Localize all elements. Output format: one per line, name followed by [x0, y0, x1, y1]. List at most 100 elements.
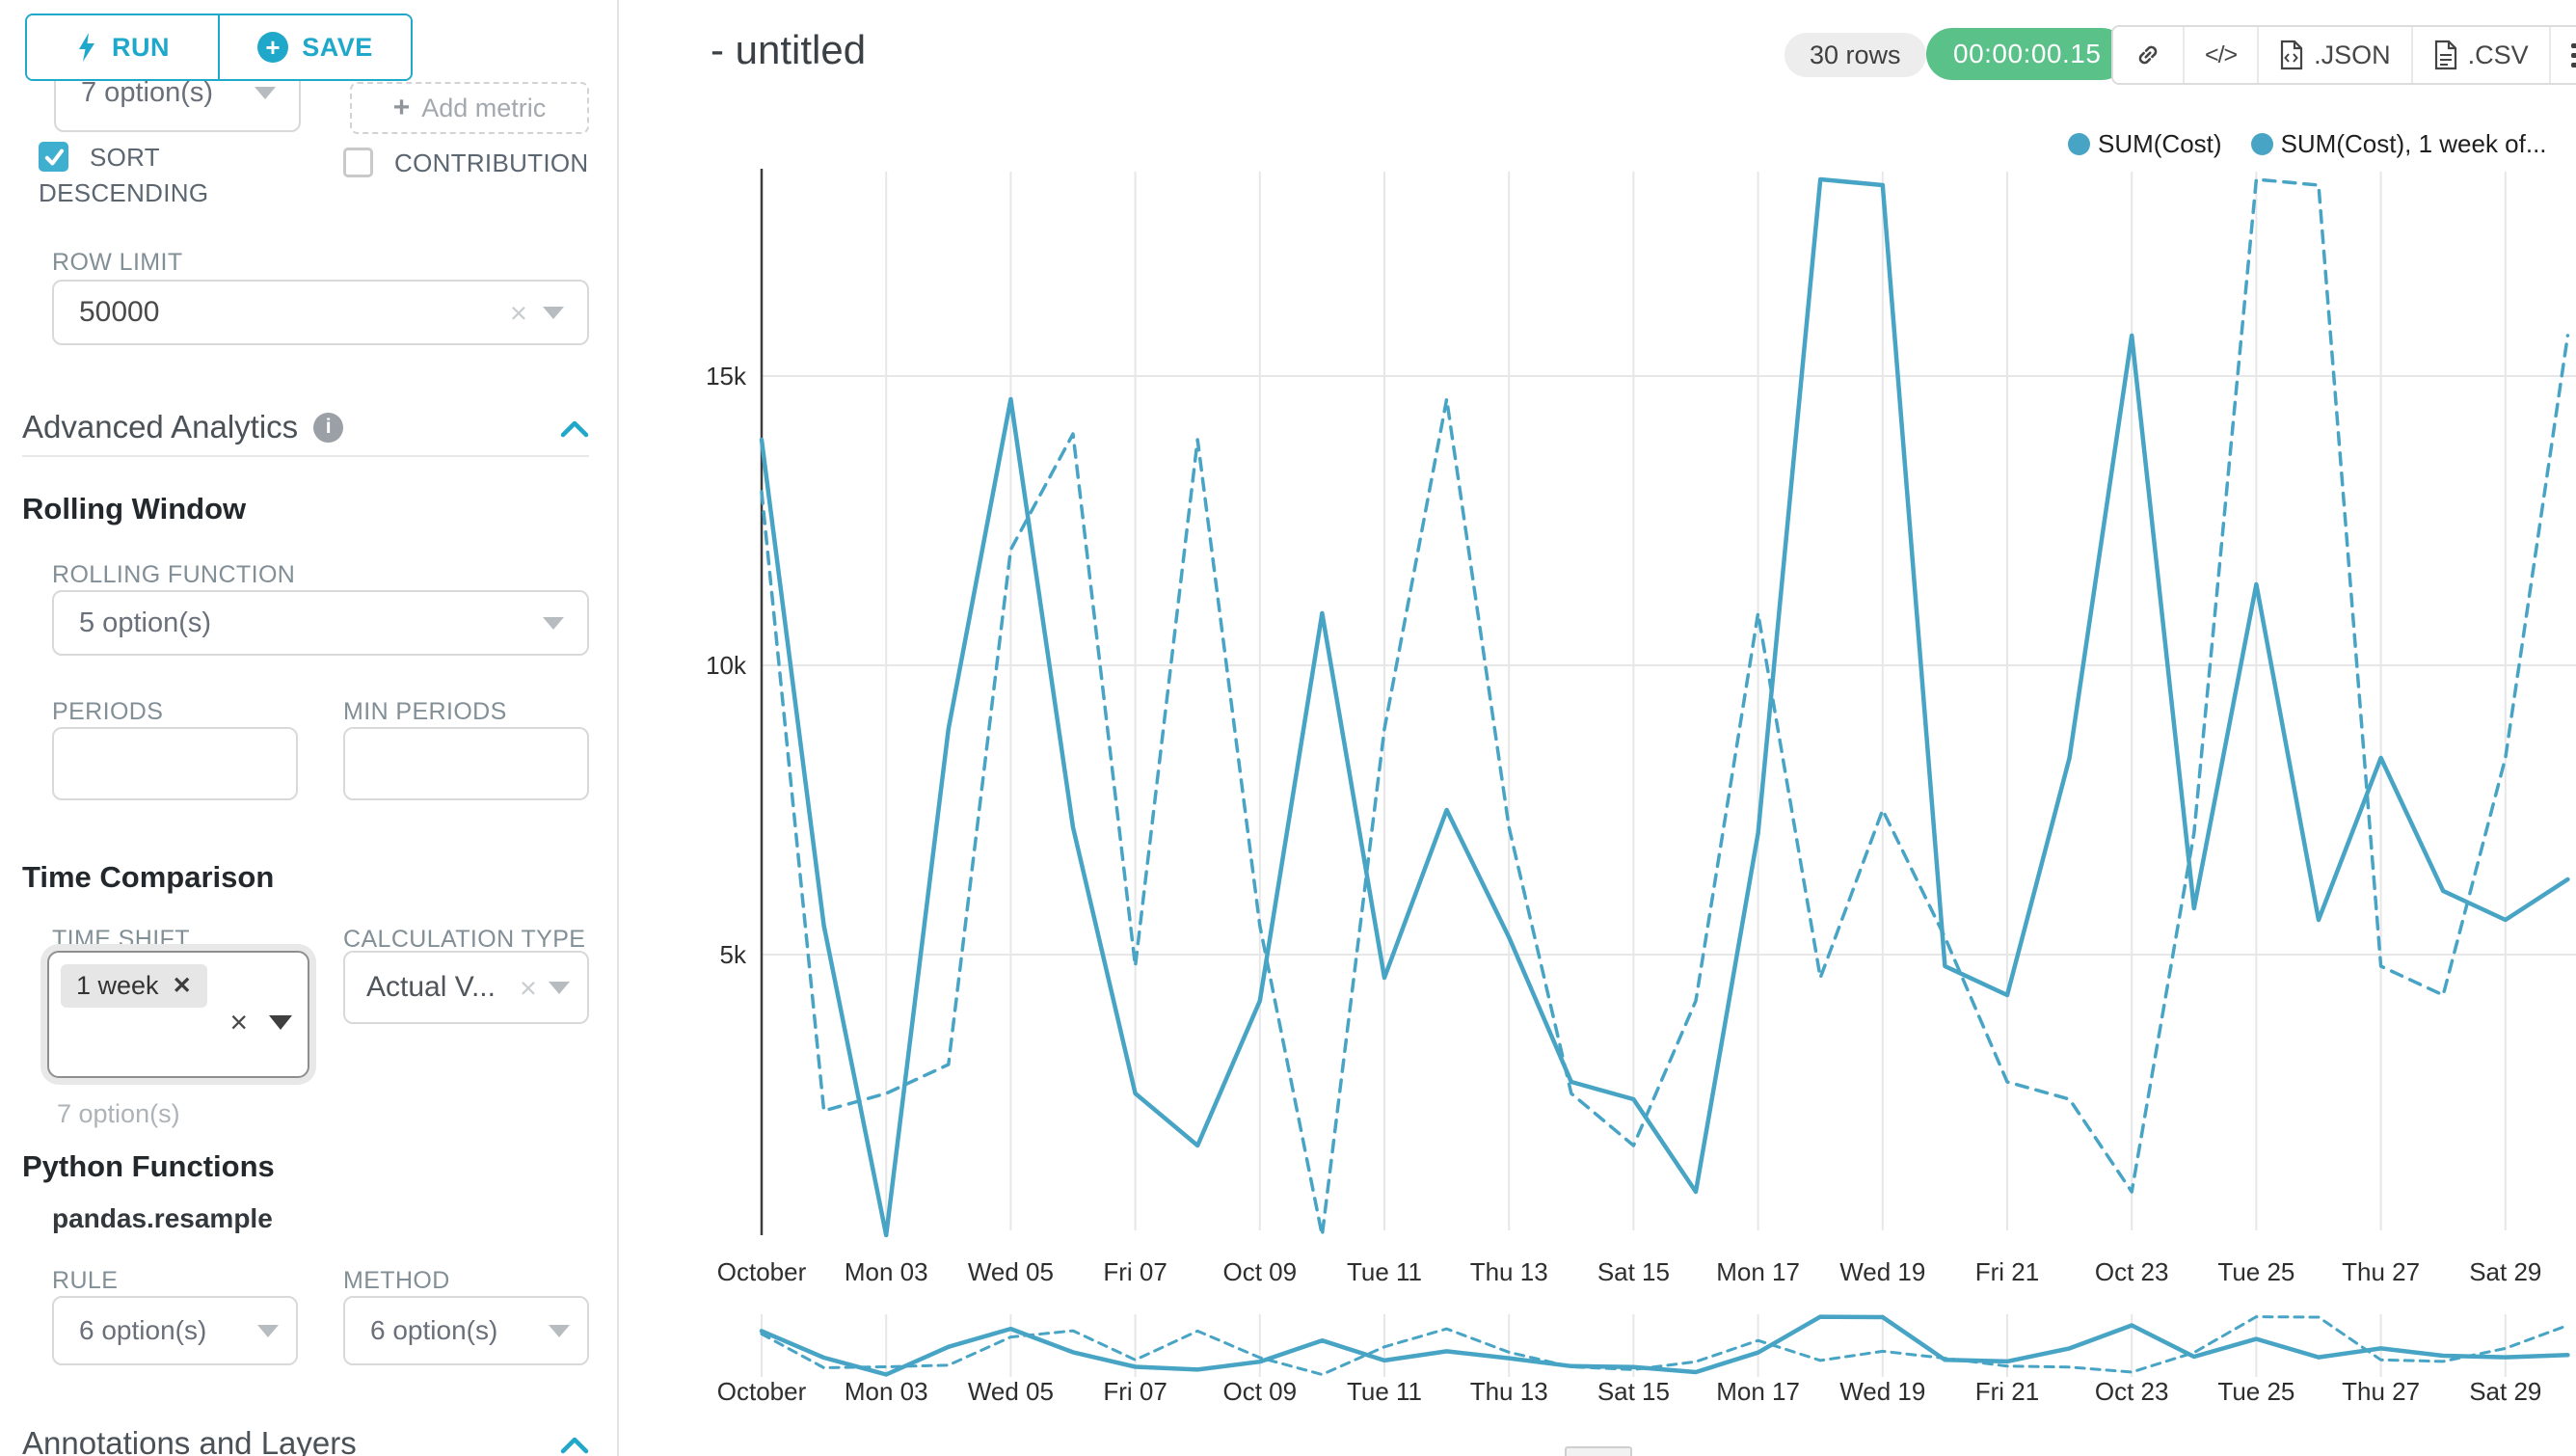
view-query-button[interactable]: </> [2183, 27, 2257, 83]
svg-text:Mon 17: Mon 17 [1716, 1257, 1800, 1286]
hamburger-menu-icon [2570, 42, 2576, 67]
min-periods-input[interactable] [343, 727, 589, 800]
export-json-label: .JSON [2314, 40, 2391, 69]
legend-dot [2250, 133, 2273, 155]
save-button-label: SAVE [302, 32, 373, 62]
svg-text:Oct 09: Oct 09 [1223, 1377, 1298, 1406]
series-select-value: 7 option(s) [81, 77, 214, 108]
svg-text:Thu 27: Thu 27 [2342, 1377, 2420, 1406]
svg-text:Thu 13: Thu 13 [1470, 1257, 1548, 1286]
chevron-down-icon [255, 87, 276, 99]
chevron-down-icon [549, 1324, 570, 1337]
calculation-type-value: Actual V... [366, 971, 496, 1003]
time-shift-helper: 7 option(s) [57, 1099, 180, 1128]
run-save-button-group: RUN + SAVE [25, 13, 413, 81]
svg-text:Fri 07: Fri 07 [1103, 1257, 1167, 1286]
rule-select[interactable]: 6 option(s) [52, 1296, 298, 1365]
chart-legend: SUM(Cost) SUM(Cost), 1 week of... [2068, 129, 2547, 159]
row-limit-select[interactable]: 50000 × [52, 280, 589, 345]
svg-text:Sat 15: Sat 15 [1597, 1257, 1670, 1286]
svg-text:Wed 19: Wed 19 [1839, 1257, 1925, 1286]
calculation-type-select[interactable]: Actual V... × [343, 951, 589, 1024]
svg-text:October: October [717, 1257, 807, 1286]
calculation-type-label: CALCULATION TYPE [343, 926, 586, 953]
check-icon [44, 148, 64, 165]
python-functions-title: Python Functions [22, 1149, 275, 1183]
time-shift-tag-label: 1 week [76, 971, 159, 1000]
method-select[interactable]: 6 option(s) [343, 1296, 589, 1365]
svg-text:10k: 10k [706, 651, 747, 680]
export-csv-button[interactable]: .CSV [2410, 27, 2549, 83]
contribution-label: CONTRIBUTION [394, 148, 589, 177]
svg-text:Mon 03: Mon 03 [845, 1377, 928, 1406]
section-divider [22, 455, 589, 457]
svg-text:Mon 17: Mon 17 [1716, 1377, 1800, 1406]
svg-text:5k: 5k [720, 940, 747, 969]
info-icon[interactable]: i [313, 412, 344, 443]
remove-tag-icon[interactable]: ✕ [172, 973, 192, 999]
copy-link-button[interactable] [2113, 27, 2183, 83]
svg-text:Tue 11: Tue 11 [1347, 1257, 1422, 1286]
add-metric-label: Add metric [421, 93, 547, 122]
periods-label: PERIODS [52, 698, 164, 725]
chevron-down-icon [543, 616, 564, 630]
time-shift-tag: 1 week ✕ [61, 964, 207, 1008]
annotations-title[interactable]: Annotations and Layers [22, 1425, 357, 1456]
collapse-chevron-up-icon[interactable] [559, 418, 590, 440]
rolling-window-title: Rolling Window [22, 492, 247, 526]
method-value: 6 option(s) [370, 1315, 498, 1345]
clear-icon[interactable]: × [509, 295, 527, 330]
svg-text:October: October [717, 1377, 807, 1406]
rule-value: 6 option(s) [79, 1315, 207, 1345]
svg-text:Mon 03: Mon 03 [845, 1257, 928, 1286]
time-comparison-title: Time Comparison [22, 860, 275, 894]
collapse-chevron-up-icon[interactable] [559, 1435, 590, 1456]
run-button[interactable]: RUN [27, 15, 220, 79]
svg-text:Oct 23: Oct 23 [2095, 1257, 2169, 1286]
more-options-button[interactable] [2548, 27, 2576, 83]
lightning-bolt-icon [79, 33, 94, 62]
svg-text:Thu 13: Thu 13 [1470, 1377, 1548, 1406]
sort-descending-label: SORT DESCENDING [39, 143, 209, 207]
query-timer-badge: 00:00:00.15 [1926, 28, 2129, 80]
python-function-name: pandas.resample [52, 1203, 273, 1233]
save-button[interactable]: + SAVE [220, 15, 411, 79]
export-csv-label: .CSV [2467, 40, 2529, 69]
control-panel-sidebar: RUN + SAVE 7 option(s) + Add metric SORT… [0, 0, 619, 1456]
contribution-checkbox[interactable] [343, 148, 373, 177]
plus-icon: + [392, 92, 411, 123]
svg-text:Wed 05: Wed 05 [968, 1257, 1054, 1286]
svg-text:Sat 29: Sat 29 [2469, 1257, 2541, 1286]
scrollbar-handle[interactable] [1565, 1446, 1632, 1456]
periods-input[interactable] [52, 727, 298, 800]
time-shift-multiselect[interactable]: 1 week ✕ × [47, 951, 309, 1078]
svg-text:Sat 29: Sat 29 [2469, 1377, 2541, 1406]
file-lines-icon [2434, 40, 2456, 70]
clear-icon[interactable]: × [519, 970, 537, 1005]
run-button-label: RUN [112, 32, 170, 62]
advanced-analytics-title: Advanced Analytics [22, 409, 299, 445]
legend-label: SUM(Cost) [2098, 129, 2222, 158]
legend-item-sum-cost-offset[interactable]: SUM(Cost), 1 week of... [2250, 129, 2547, 159]
svg-text:Wed 05: Wed 05 [968, 1377, 1054, 1406]
legend-dot [2068, 133, 2090, 155]
advanced-analytics-header[interactable]: Advanced Analytics i [22, 409, 344, 445]
row-limit-label: ROW LIMIT [52, 249, 183, 276]
export-json-button[interactable]: .JSON [2257, 27, 2411, 83]
svg-text:Sat 15: Sat 15 [1597, 1377, 1670, 1406]
sort-descending-control: SORT DESCENDING [39, 140, 284, 211]
rolling-function-select[interactable]: 5 option(s) [52, 590, 589, 656]
legend-item-sum-cost[interactable]: SUM(Cost) [2068, 129, 2222, 159]
link-icon [2138, 45, 2158, 65]
sort-descending-checkbox[interactable] [39, 142, 68, 172]
plus-circle-icon: + [257, 32, 289, 63]
clear-icon[interactable]: × [229, 1005, 248, 1039]
svg-text:Fri 21: Fri 21 [1975, 1377, 2039, 1406]
svg-text:Oct 23: Oct 23 [2095, 1377, 2169, 1406]
code-icon: </> [2205, 40, 2238, 68]
add-metric-button[interactable]: + Add metric [350, 82, 589, 134]
chart-title[interactable]: - untitled [711, 27, 867, 72]
svg-text:Oct 09: Oct 09 [1223, 1257, 1298, 1286]
rolling-function-value: 5 option(s) [79, 607, 212, 638]
